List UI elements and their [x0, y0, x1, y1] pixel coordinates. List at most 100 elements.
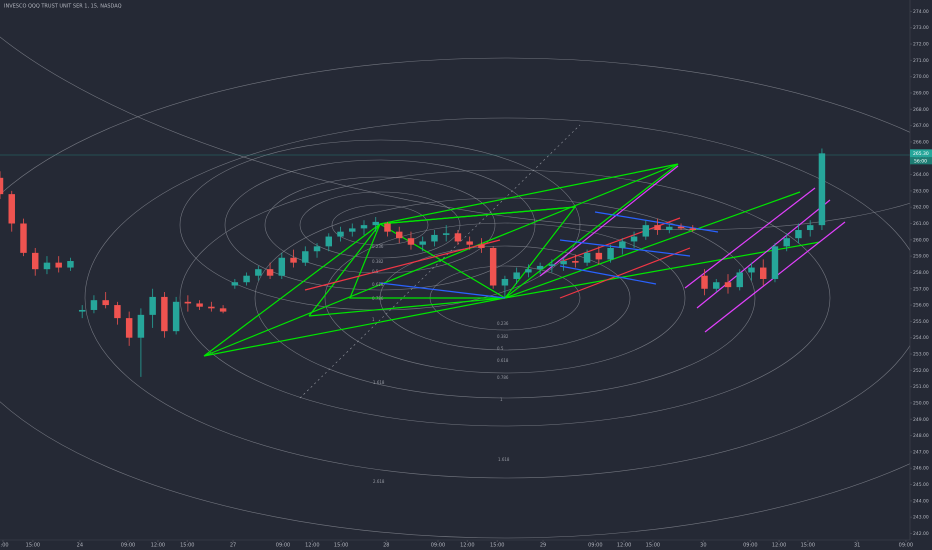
y-tick-label: 269.00	[913, 90, 929, 96]
candle-body	[0, 177, 4, 195]
candle	[313, 243, 321, 258]
candle	[818, 148, 826, 231]
y-tick-label: 272.00	[913, 42, 929, 48]
candle-body	[8, 194, 15, 224]
fib-label: 1	[372, 317, 375, 322]
candle-body	[560, 261, 567, 265]
candle-body	[395, 231, 403, 239]
candle	[736, 269, 743, 291]
candle-body	[266, 269, 274, 276]
candle-body	[337, 231, 344, 237]
trend	[379, 282, 506, 299]
pattern	[308, 223, 506, 317]
y-tick-label: 270.00	[913, 74, 929, 80]
candle-body	[724, 282, 732, 288]
trend	[559, 247, 691, 299]
fib-ellipse	[0, 57, 932, 539]
candle	[642, 220, 650, 240]
y-tick-label: 259.00	[913, 254, 929, 260]
candle	[161, 292, 168, 338]
x-tick-label: 15:00	[490, 543, 504, 549]
candle	[419, 236, 426, 252]
y-tick-label: 251.00	[913, 384, 929, 390]
fib-label: 0.236	[497, 321, 509, 326]
x-tick-label: 12:00	[460, 543, 474, 549]
candle-body	[666, 226, 673, 231]
candle	[489, 246, 497, 289]
candle	[302, 246, 309, 266]
candle	[689, 225, 697, 232]
candle-body	[748, 267, 755, 273]
candle-body	[536, 265, 544, 270]
candle	[67, 257, 74, 271]
candle-body	[172, 301, 180, 332]
y-tick-label: 253.00	[913, 352, 929, 358]
candle-body	[771, 246, 779, 279]
candle-body	[78, 309, 86, 312]
candle	[607, 244, 614, 263]
candle	[384, 221, 391, 237]
x-tick-label: 12:00	[772, 543, 786, 549]
fib-ellipse	[324, 222, 686, 374]
candle	[255, 265, 262, 281]
fib-label: 2.618	[373, 479, 385, 484]
candle-body	[255, 269, 262, 276]
y-tick-label: 256.00	[913, 303, 929, 309]
candle-body	[713, 282, 720, 289]
candle	[337, 226, 344, 242]
candle	[713, 278, 720, 293]
chart-title: INVESCO QQQ TRUST UNIT SER 1, 15, NASDAQ	[4, 4, 122, 10]
candle-body	[360, 225, 368, 229]
countdown: 56:00	[914, 158, 927, 164]
candle	[572, 254, 579, 268]
candle	[595, 246, 603, 265]
candle-body	[442, 233, 450, 235]
y-tick-label: 263.00	[913, 188, 929, 194]
candle	[278, 252, 286, 279]
trend	[504, 191, 801, 299]
fib-label: 0.618	[372, 282, 384, 287]
x-tick-label: 09:00	[588, 543, 602, 549]
trend	[559, 265, 657, 285]
candle-body	[583, 252, 591, 263]
candle-body	[184, 301, 192, 304]
candle	[90, 295, 98, 314]
candle	[501, 275, 509, 299]
y-tick-label: 243.00	[913, 515, 929, 521]
candle	[701, 269, 708, 296]
candle	[619, 238, 626, 255]
candle-body	[278, 257, 286, 276]
candle-body	[595, 252, 603, 260]
candle	[771, 243, 779, 283]
candle-body	[548, 264, 556, 266]
candle	[325, 233, 333, 252]
channel	[684, 187, 816, 289]
candle-body	[677, 226, 685, 229]
countdown-box	[910, 157, 932, 165]
fib-ellipse	[224, 159, 536, 291]
candle	[407, 231, 415, 250]
candle	[454, 230, 462, 245]
candle-body	[736, 272, 743, 288]
x-tick-label: 27	[230, 543, 236, 549]
candle-body	[219, 308, 227, 312]
candle	[31, 247, 39, 276]
candle-body	[349, 228, 356, 232]
candle-body	[149, 296, 156, 315]
y-tick-label: 254.00	[913, 335, 929, 341]
candle	[125, 311, 133, 346]
x-tick-label: 28	[383, 543, 389, 549]
fib-ellipse	[179, 169, 831, 427]
candle-body	[489, 247, 497, 286]
candle-body	[478, 244, 485, 248]
x-tick-label: 12:00	[151, 543, 165, 549]
y-tick-label: 252.00	[913, 368, 929, 374]
trend	[594, 211, 719, 233]
candle	[349, 223, 356, 237]
candle	[20, 218, 27, 257]
candle	[8, 190, 15, 232]
candle	[759, 259, 767, 286]
candle	[478, 238, 485, 253]
y-tick-label: 260.00	[913, 237, 929, 243]
